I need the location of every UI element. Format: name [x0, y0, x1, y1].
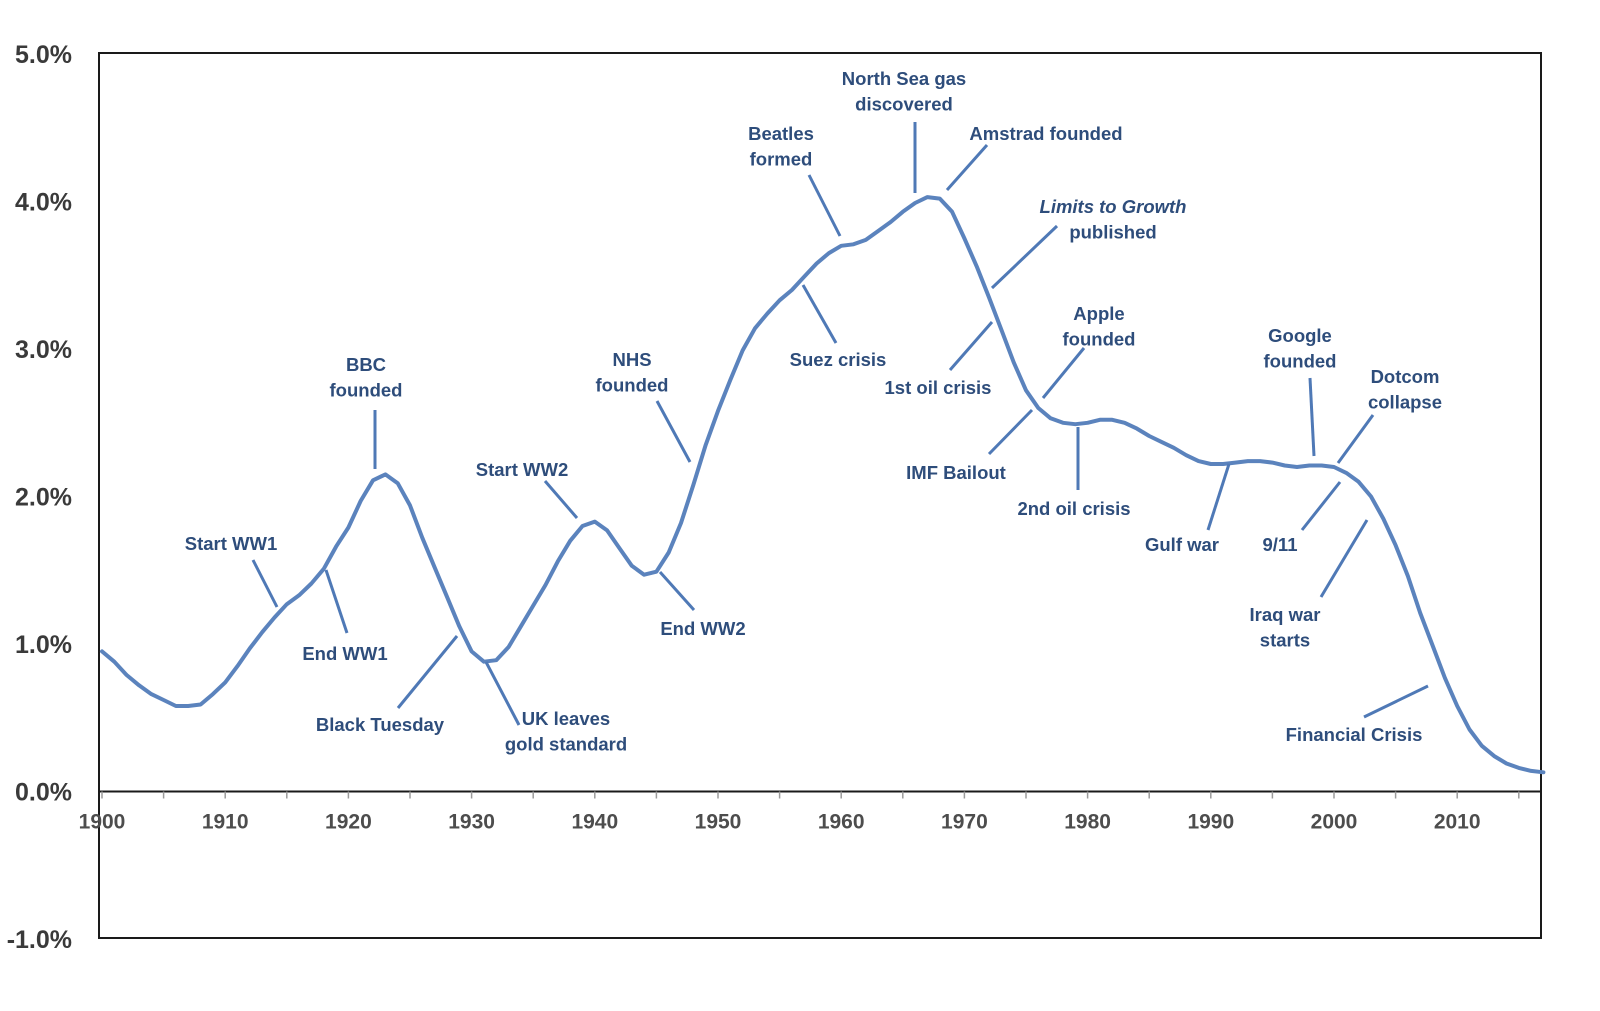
- annotation-leader-line: [484, 661, 521, 726]
- annotation-label: published: [1069, 222, 1156, 243]
- y-tick-label: 1.0%: [15, 631, 72, 659]
- annotation-leader-line: [1300, 481, 1342, 531]
- annotation: North Sea gas discovered: [842, 68, 966, 193]
- annotation-label: founded: [596, 375, 669, 396]
- annotation: Financial Crisis: [1286, 684, 1429, 745]
- annotation-label: Start WW2: [476, 459, 569, 480]
- annotation-label: BBC: [346, 354, 386, 375]
- annotation-leader-line: [1363, 684, 1429, 719]
- annotation-label: IMF Bailout: [906, 462, 1006, 483]
- annotation-leader-line: [543, 480, 579, 519]
- annotation: 1st oil crisis: [885, 321, 994, 398]
- annotation-label: 2nd oil crisis: [1017, 498, 1130, 519]
- y-tick-label: 5.0%: [15, 41, 72, 69]
- annotation-label: Black Tuesday: [316, 714, 445, 735]
- annotation-label: End WW2: [660, 618, 745, 639]
- annotation-label: Start WW1: [185, 533, 278, 554]
- annotation: Iraq war starts: [1250, 519, 1369, 651]
- annotation: 9/11: [1263, 481, 1342, 555]
- annotation: Dotcom collapse: [1336, 366, 1442, 464]
- annotation-label: Beatles: [748, 123, 814, 144]
- annotation: Suez crisis: [790, 284, 887, 370]
- annotation-leader-line: [1206, 463, 1231, 531]
- annotation: Start WW1: [185, 533, 279, 608]
- x-tick-label: 1940: [571, 811, 618, 834]
- annotation-label: founded: [1264, 351, 1337, 372]
- annotation-leader-line: [948, 321, 994, 371]
- y-tick-label: 4.0%: [15, 189, 72, 217]
- annotation-label: Apple: [1073, 303, 1124, 324]
- annotation: Google founded: [1264, 325, 1337, 457]
- annotation-leader-line: [1319, 519, 1369, 598]
- annotation-label: Google: [1268, 325, 1332, 346]
- annotation-leader-line: [655, 400, 692, 463]
- annotation-label: collapse: [1368, 392, 1442, 413]
- annotation-label: North Sea gas: [842, 68, 966, 89]
- annotation-leader-line: [1041, 347, 1086, 399]
- y-tick-label: -1.0%: [7, 926, 72, 954]
- annotation-leader-line: [945, 144, 989, 191]
- x-tick-label: 1970: [941, 811, 988, 834]
- x-tick-label: 1990: [1187, 811, 1234, 834]
- annotation: IMF Bailout: [906, 408, 1034, 483]
- annotation-label: founded: [330, 380, 403, 401]
- annotation-leader-line: [1336, 414, 1375, 464]
- annotation-label: NHS: [612, 349, 651, 370]
- x-tick-label: 1930: [448, 811, 495, 834]
- annotation-leader-line: [324, 569, 349, 634]
- annotation-leader-line: [396, 635, 459, 709]
- annotation-leader-line: [251, 559, 279, 608]
- annotation: Black Tuesday: [316, 635, 459, 735]
- y-tick-label: 2.0%: [15, 484, 72, 512]
- annotation-label: formed: [750, 149, 813, 170]
- annotation-label: Limits to Growth: [1040, 196, 1187, 217]
- annotation: 2nd oil crisis: [1017, 427, 1131, 519]
- annotation: Start WW2: [476, 459, 579, 519]
- annotation-leader-line: [807, 174, 842, 237]
- x-tick-label: 1960: [818, 811, 865, 834]
- x-tick-label: 2000: [1311, 811, 1358, 834]
- annotation-label: 9/11: [1263, 534, 1298, 555]
- annotation-leader-line: [801, 284, 838, 344]
- annotation-label: Amstrad founded: [969, 123, 1122, 144]
- annotation: NHS founded: [596, 349, 692, 463]
- annotation: Limits to Growth published: [990, 196, 1187, 290]
- x-tick-label: 1980: [1064, 811, 1111, 834]
- y-tick-label: 3.0%: [15, 336, 72, 364]
- x-tick-label: 1910: [202, 811, 249, 834]
- annotation-label: UK leaves: [522, 708, 610, 729]
- annotation-label: Dotcom: [1371, 366, 1440, 387]
- annotation: Apple founded: [1041, 303, 1136, 399]
- annotation: Amstrad founded: [945, 123, 1123, 191]
- annotation: End WW1: [302, 569, 388, 664]
- annotation-label: Gulf war: [1145, 534, 1219, 555]
- plot-frame: [98, 52, 1542, 939]
- annotation: End WW2: [658, 570, 746, 639]
- x-tick-label: 1900: [79, 811, 126, 834]
- x-tick-label: 1950: [695, 811, 742, 834]
- annotation-label: Suez crisis: [790, 349, 887, 370]
- annotation-label: gold standard: [505, 734, 627, 755]
- annotation: Gulf war: [1145, 463, 1231, 555]
- annotation-label: founded: [1063, 329, 1136, 350]
- y-tick-label: 0.0%: [15, 779, 72, 807]
- annotation: Beatles formed: [748, 123, 842, 237]
- annotation-label: starts: [1260, 630, 1310, 651]
- series-line: [100, 195, 1546, 775]
- annotation-label: Iraq war: [1250, 604, 1321, 625]
- annotation-leader-line: [990, 224, 1059, 290]
- annotation-label: Financial Crisis: [1286, 724, 1423, 745]
- annotation-leader-line: [987, 408, 1034, 456]
- annotation-leader-line: [658, 570, 696, 612]
- x-tick-label: 2010: [1434, 811, 1481, 834]
- x-tick-label: 1920: [325, 811, 372, 834]
- annotation-label: 1st oil crisis: [885, 377, 992, 398]
- annotation-label: End WW1: [302, 643, 387, 664]
- annotation-label: discovered: [855, 94, 953, 115]
- annotation: UK leaves gold standard: [484, 661, 627, 755]
- annotation-leader-line: [1308, 377, 1316, 457]
- annotation: BBC founded: [330, 354, 403, 469]
